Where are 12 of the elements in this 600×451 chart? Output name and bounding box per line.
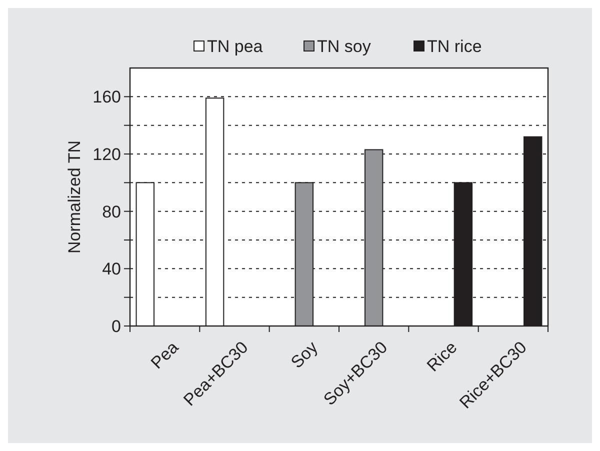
x-tick-label: Soy xyxy=(287,337,322,372)
y-tick-label: 80 xyxy=(102,202,121,222)
y-axis-title: Normalized TN xyxy=(65,140,84,254)
x-tick-label: Pea xyxy=(147,337,182,373)
y-tick-label: 0 xyxy=(112,316,121,336)
legend-label: TN rice xyxy=(427,36,482,56)
legend-label: TN soy xyxy=(317,36,372,56)
y-tick-label: 120 xyxy=(92,144,121,164)
x-tick-label: Rice xyxy=(423,338,461,376)
y-tick-label: 40 xyxy=(102,260,121,279)
legend-label: TN pea xyxy=(207,36,264,56)
y-tick-label: 160 xyxy=(92,88,121,107)
